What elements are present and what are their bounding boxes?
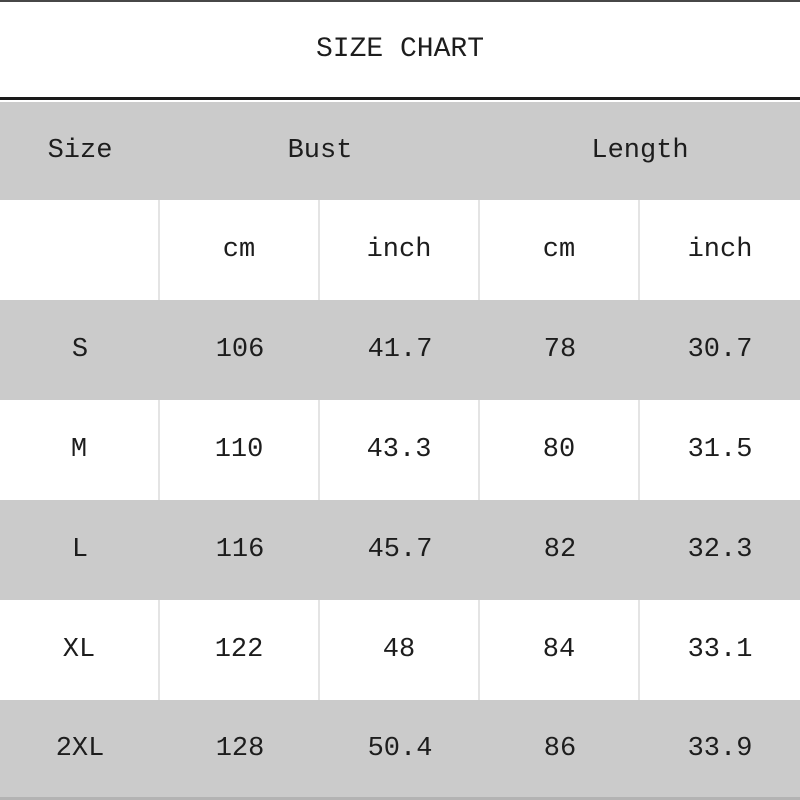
value-cell: 128 (215, 733, 265, 764)
table-row: M 110 43.3 80 31.5 (0, 400, 800, 500)
unit-cell-length-inch: inch (687, 235, 753, 265)
value-cell: 110 (160, 400, 320, 500)
unit-cell-blank (0, 200, 160, 300)
header-size: Size (47, 136, 113, 166)
header-length: Length (591, 136, 689, 166)
value-cell: 86 (543, 733, 577, 764)
value-cell: 50.4 (367, 733, 433, 764)
title-divider (0, 97, 800, 100)
unit-cell-length-cm: cm (480, 200, 640, 300)
chart-title: SIZE CHART (315, 34, 485, 65)
value-cell: 41.7 (367, 335, 433, 365)
value-cell: 106 (215, 335, 265, 365)
value-cell: 33.9 (687, 733, 753, 764)
value-cell: 80 (480, 400, 640, 500)
value-cell: 30.7 (687, 335, 753, 365)
table-row: XL 122 48 84 33.1 (0, 600, 800, 700)
divider-gap (0, 100, 800, 102)
header-bust: Bust (287, 136, 353, 166)
size-cell: L (71, 535, 89, 565)
value-cell: 33.1 (687, 635, 753, 665)
table-body: S 106 41.7 78 30.7 M 110 43.3 80 31.5 L 116 45.7 82 32… (0, 300, 800, 800)
unit-cell-bust-cm: cm (160, 200, 320, 300)
unit-cell-bust-inch: inch (320, 200, 480, 300)
table-row: 2XL 128 50.4 86 33.9 (0, 700, 800, 800)
value-cell: 122 (160, 600, 320, 700)
size-cell: 2XL (55, 733, 105, 764)
value-cell: 32.3 (687, 535, 753, 565)
size-cell: M (0, 400, 160, 500)
unit-row: cm inch cm inch (0, 200, 800, 300)
size-cell: S (71, 335, 89, 365)
value-cell: 45.7 (367, 535, 433, 565)
value-cell: 31.5 (687, 435, 753, 465)
value-cell: 78 (543, 335, 577, 365)
value-cell: 43.3 (320, 400, 480, 500)
value-cell: 84 (480, 600, 640, 700)
value-cell: 116 (215, 535, 265, 565)
table-row: L 116 45.7 82 32.3 (0, 500, 800, 600)
table-header-row: Size Bust Length (0, 102, 800, 200)
table-row: S 106 41.7 78 30.7 (0, 300, 800, 400)
value-cell: 82 (543, 535, 577, 565)
value-cell: 48 (320, 600, 480, 700)
size-cell: XL (0, 600, 160, 700)
